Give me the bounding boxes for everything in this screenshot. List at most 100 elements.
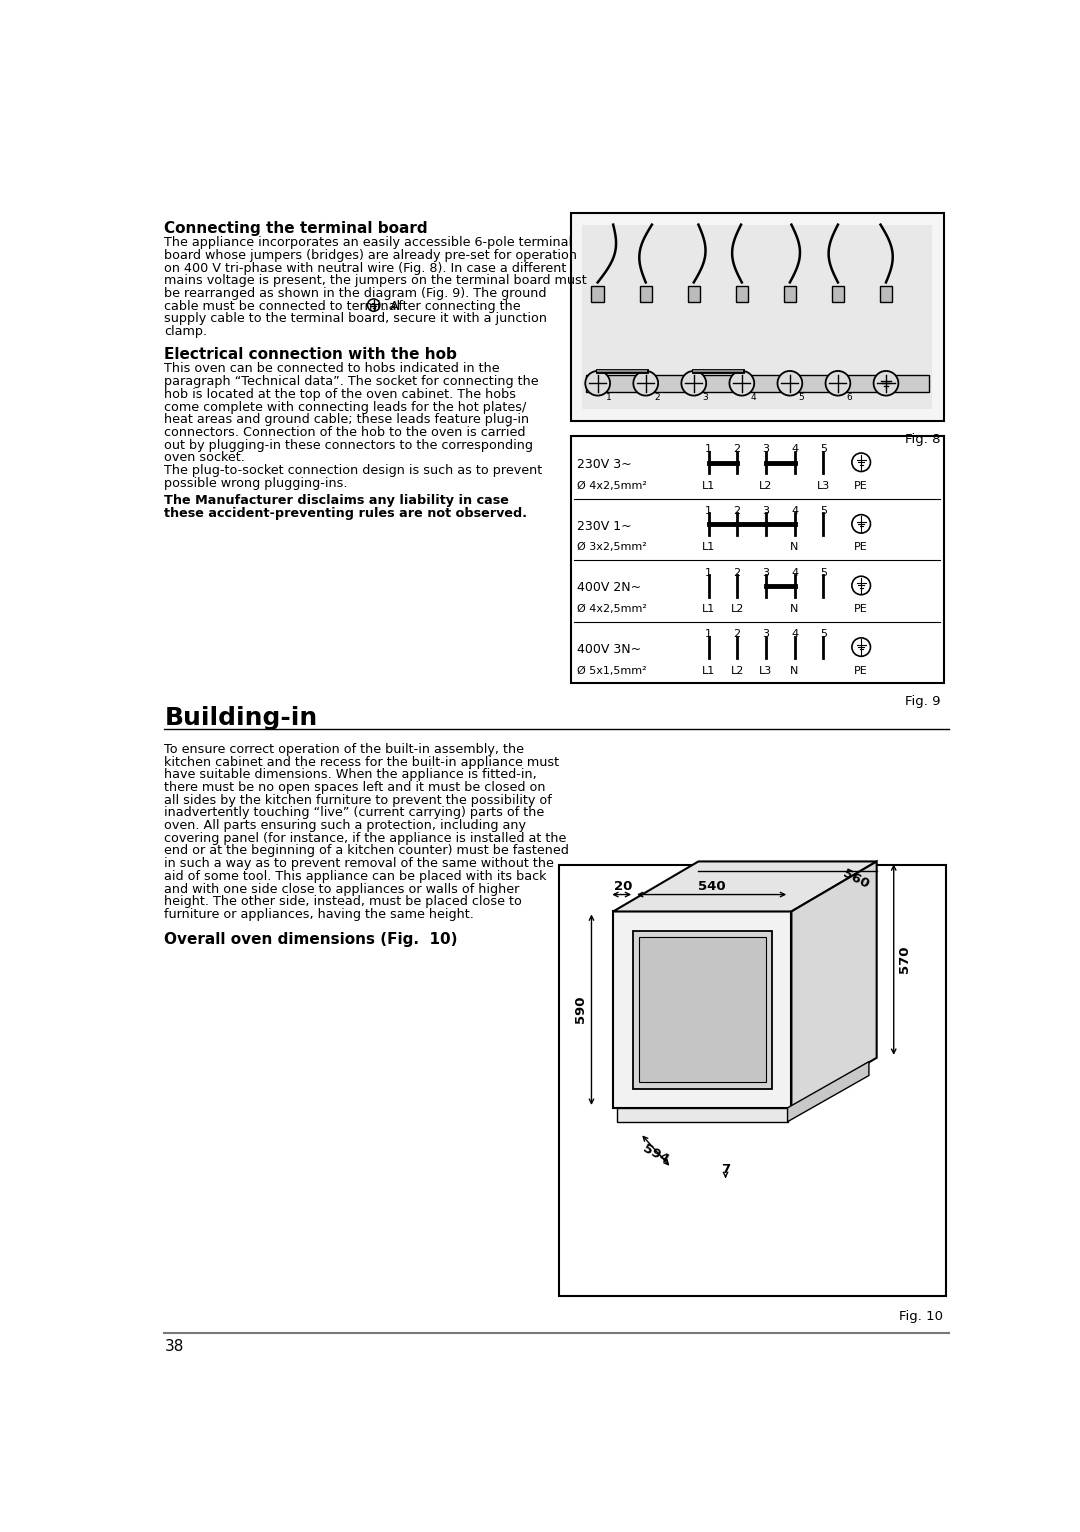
- Bar: [559, 866, 946, 1296]
- Text: The appliance incorporates an easily accessible 6-pole terminal: The appliance incorporates an easily acc…: [164, 236, 572, 250]
- Bar: [586, 375, 929, 392]
- Text: Ø 5x1,5mm²: Ø 5x1,5mm²: [577, 665, 646, 676]
- Text: have suitable dimensions. When the appliance is fitted-in,: have suitable dimensions. When the appli…: [164, 768, 537, 781]
- Text: 1: 1: [705, 568, 712, 578]
- Text: To ensure correct operation of the built-in assembly, the: To ensure correct operation of the built…: [164, 743, 525, 755]
- Text: 230V 1~: 230V 1~: [577, 519, 632, 533]
- Text: connectors. Connection of the hob to the oven is carried: connectors. Connection of the hob to the…: [164, 426, 526, 440]
- Text: 594: 594: [640, 1141, 671, 1166]
- Text: cable must be connected to terminal: cable must be connected to terminal: [164, 300, 401, 313]
- Text: 5: 5: [820, 630, 826, 639]
- Text: covering panel (for instance, if the appliance is installed at the: covering panel (for instance, if the app…: [164, 832, 567, 844]
- Bar: [570, 437, 944, 683]
- Text: N: N: [791, 604, 799, 614]
- Text: 7: 7: [721, 1163, 730, 1177]
- Text: mains voltage is present, the jumpers on the terminal board must: mains voltage is present, the jumpers on…: [164, 274, 588, 288]
- Text: oven. All parts ensuring such a protection, including any: oven. All parts ensuring such a protecti…: [164, 820, 526, 832]
- Text: 4: 4: [791, 630, 798, 639]
- Text: be rearranged as shown in the diagram (Fig. 9). The ground: be rearranged as shown in the diagram (F…: [164, 286, 546, 300]
- Text: 590: 590: [575, 996, 588, 1023]
- Text: Fig. 8: Fig. 8: [905, 434, 941, 446]
- Text: possible wrong plugging-ins.: possible wrong plugging-ins.: [164, 476, 348, 490]
- Text: This oven can be connected to hobs indicated in the: This oven can be connected to hobs indic…: [164, 363, 500, 375]
- Text: supply cable to the terminal board, secure it with a junction: supply cable to the terminal board, secu…: [164, 313, 548, 325]
- Text: height. The other side, instead, must be placed close to: height. The other side, instead, must be…: [164, 895, 523, 908]
- Text: L2: L2: [730, 604, 744, 614]
- Text: L1: L1: [702, 481, 715, 490]
- Text: heat areas and ground cable; these leads feature plug-in: heat areas and ground cable; these leads…: [164, 414, 529, 426]
- Text: . After connecting the: . After connecting the: [382, 300, 521, 313]
- Text: The Manufacturer disclaims any liability in case: The Manufacturer disclaims any liability…: [164, 495, 510, 507]
- Text: 560: 560: [840, 867, 870, 892]
- Text: 2: 2: [733, 444, 741, 455]
- Text: come complete with connecting leads for the hot plates/: come complete with connecting leads for …: [164, 400, 527, 414]
- Circle shape: [778, 371, 802, 395]
- Bar: [832, 286, 845, 302]
- Text: 5: 5: [820, 568, 826, 578]
- Bar: [688, 286, 700, 302]
- Circle shape: [825, 371, 850, 395]
- Text: L2: L2: [730, 665, 744, 676]
- Text: 2: 2: [733, 568, 741, 578]
- Text: L1: L1: [702, 542, 715, 553]
- Text: 3: 3: [762, 568, 769, 578]
- Text: 1: 1: [705, 630, 712, 639]
- Text: 38: 38: [164, 1339, 184, 1354]
- Text: 2: 2: [733, 630, 741, 639]
- Circle shape: [681, 371, 706, 395]
- Bar: [633, 931, 772, 1089]
- Polygon shape: [617, 1108, 787, 1121]
- Text: Fig. 10: Fig. 10: [899, 1310, 943, 1324]
- Text: end or at the beginning of a kitchen counter) must be fastened: end or at the beginning of a kitchen cou…: [164, 844, 569, 858]
- Text: Ø 4x2,5mm²: Ø 4x2,5mm²: [577, 604, 647, 614]
- Text: Overall oven dimensions (Fig.  10): Overall oven dimensions (Fig. 10): [164, 931, 458, 947]
- Text: in such a way as to prevent removal of the same without the: in such a way as to prevent removal of t…: [164, 858, 554, 870]
- Bar: [582, 225, 932, 409]
- Text: inadvertently touching “live” (current carrying) parts of the: inadvertently touching “live” (current c…: [164, 806, 544, 820]
- Text: 5: 5: [820, 506, 826, 516]
- Text: board whose jumpers (bridges) are already pre-set for operation: board whose jumpers (bridges) are alread…: [164, 248, 578, 262]
- Text: all sides by the kitchen furniture to prevent the possibility of: all sides by the kitchen furniture to pr…: [164, 794, 552, 807]
- Text: 3: 3: [762, 444, 769, 455]
- Text: 1: 1: [705, 444, 712, 455]
- Bar: [592, 286, 604, 302]
- Text: L1: L1: [702, 665, 715, 676]
- Text: 1: 1: [705, 506, 712, 516]
- Polygon shape: [613, 912, 792, 1108]
- Text: PE: PE: [854, 542, 868, 553]
- Text: furniture or appliances, having the same height.: furniture or appliances, having the same…: [164, 908, 474, 921]
- Text: N: N: [791, 542, 799, 553]
- Circle shape: [874, 371, 899, 395]
- Text: N: N: [791, 665, 799, 676]
- Text: 5: 5: [798, 392, 805, 401]
- Text: L1: L1: [702, 604, 715, 614]
- Text: out by plugging-in these connectors to the corresponding: out by plugging-in these connectors to t…: [164, 438, 534, 452]
- Text: 2: 2: [654, 392, 660, 401]
- Text: 4: 4: [791, 568, 798, 578]
- Text: hob is located at the top of the oven cabinet. The hobs: hob is located at the top of the oven ca…: [164, 388, 516, 401]
- Text: 3: 3: [702, 392, 708, 401]
- Text: 570: 570: [899, 945, 912, 973]
- Text: Building-in: Building-in: [164, 706, 318, 729]
- Text: The plug-to-socket connection design is such as to prevent: The plug-to-socket connection design is …: [164, 464, 543, 476]
- Bar: [638, 938, 766, 1083]
- Text: Connecting the terminal board: Connecting the terminal board: [164, 221, 428, 236]
- Text: L2: L2: [759, 481, 772, 490]
- Text: 230V 3~: 230V 3~: [577, 458, 632, 470]
- Bar: [880, 286, 892, 302]
- Text: these accident-preventing rules are not observed.: these accident-preventing rules are not …: [164, 507, 527, 519]
- Text: Electrical connection with the hob: Electrical connection with the hob: [164, 348, 457, 362]
- Text: Ø 3x2,5mm²: Ø 3x2,5mm²: [577, 542, 647, 553]
- Text: there must be no open spaces left and it must be closed on: there must be no open spaces left and it…: [164, 781, 546, 794]
- Circle shape: [729, 371, 754, 395]
- Text: PE: PE: [854, 604, 868, 614]
- Text: PE: PE: [854, 665, 868, 676]
- Polygon shape: [792, 861, 877, 1108]
- Text: 2: 2: [733, 506, 741, 516]
- Text: clamp.: clamp.: [164, 325, 207, 339]
- Circle shape: [585, 371, 610, 395]
- Text: L3: L3: [759, 665, 772, 676]
- Bar: [735, 286, 748, 302]
- Text: L3: L3: [816, 481, 829, 490]
- Text: kitchen cabinet and the recess for the built-in appliance must: kitchen cabinet and the recess for the b…: [164, 755, 559, 769]
